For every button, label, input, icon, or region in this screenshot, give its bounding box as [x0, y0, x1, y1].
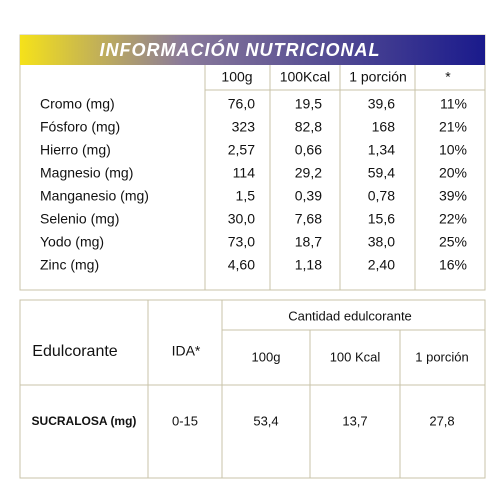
- cell: 114: [233, 165, 256, 181]
- cell: 0,39: [295, 188, 322, 204]
- row-label: Selenio (mg): [40, 211, 119, 227]
- cell: 1,18: [295, 257, 322, 273]
- cell: 82,8: [295, 119, 322, 135]
- row-label: Manganesio (mg): [40, 188, 149, 204]
- cell: 13,7: [342, 413, 367, 428]
- cell: 168: [372, 119, 396, 135]
- cell: 19,5: [295, 96, 322, 112]
- row-label: Hierro (mg): [40, 142, 111, 158]
- row-label: SUCRALOSA (mg): [32, 414, 137, 428]
- cell: 38,0: [368, 234, 395, 250]
- cell: 59,4: [368, 165, 395, 181]
- group-header: Cantidad edulcorante: [288, 308, 412, 323]
- row-label: Fósforo (mg): [40, 119, 120, 135]
- header-cell: Edulcorante: [32, 343, 117, 360]
- cell: 0,78: [368, 188, 395, 204]
- cell: 20%: [439, 165, 467, 181]
- cell: 73,0: [228, 234, 255, 250]
- cell: 1,5: [236, 188, 256, 204]
- row-label: Zinc (mg): [40, 257, 99, 273]
- cell: 27,8: [429, 413, 454, 428]
- column-header: 100g: [221, 69, 252, 85]
- cell: 10%: [439, 142, 467, 158]
- cell: 2,40: [368, 257, 395, 273]
- cell: 30,0: [228, 211, 255, 227]
- cell: 25%: [439, 234, 467, 250]
- cell: 4,60: [228, 257, 255, 273]
- cell: 0,66: [295, 142, 322, 158]
- cell: 16%: [439, 257, 467, 273]
- column-header: 100Kcal: [280, 69, 331, 85]
- cell: 39%: [439, 188, 467, 204]
- cell: 29,2: [295, 165, 322, 181]
- row-label: Cromo (mg): [40, 96, 115, 112]
- cell: 7,68: [295, 211, 322, 227]
- cell: 39,6: [368, 96, 395, 112]
- column-header: 1 porción: [349, 69, 407, 85]
- cell: 1,34: [368, 142, 395, 158]
- cell: 76,0: [228, 96, 255, 112]
- title-bar: [20, 35, 485, 65]
- cell: 11%: [440, 96, 467, 112]
- column-header: *: [445, 69, 451, 85]
- cell: 323: [232, 119, 256, 135]
- row-label: Magnesio (mg): [40, 165, 133, 181]
- title: INFORMACIÓN NUTRICIONAL: [100, 39, 381, 60]
- column-header: 1 porción: [415, 349, 468, 364]
- cell: 15,6: [368, 211, 395, 227]
- cell: 0-15: [172, 413, 198, 428]
- row-label: Yodo (mg): [40, 234, 104, 250]
- column-header: 100 Kcal: [330, 349, 381, 364]
- column-header: 100g: [252, 349, 281, 364]
- cell: 2,57: [228, 142, 255, 158]
- cell: 53,4: [253, 413, 278, 428]
- table2-border: [19, 299, 486, 479]
- cell: 18,7: [295, 234, 322, 250]
- cell: 22%: [439, 211, 467, 227]
- cell: 21%: [439, 119, 467, 135]
- header-cell: IDA*: [172, 343, 201, 359]
